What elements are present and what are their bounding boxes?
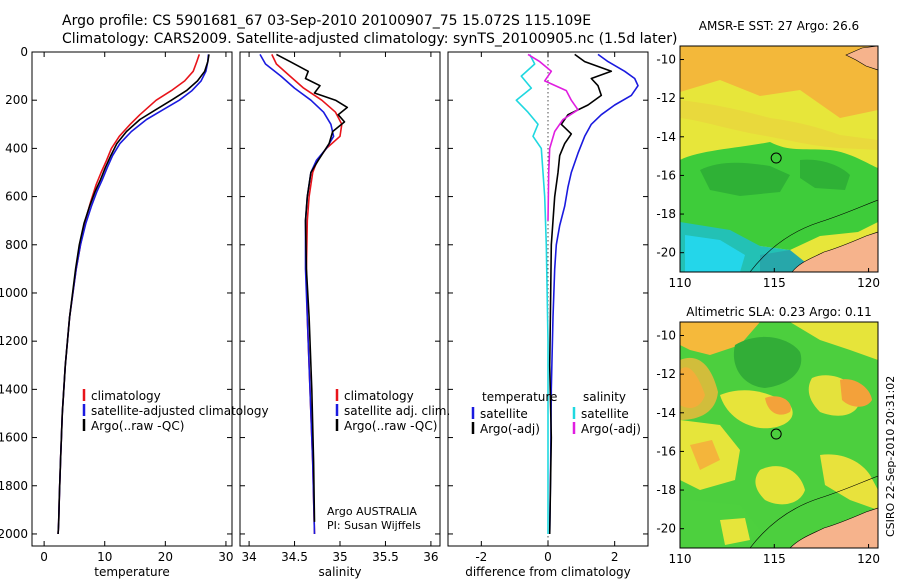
sst_map-ytick-label: -14 (656, 130, 676, 144)
depth-tick-label: 800 (5, 238, 28, 252)
temperature-series-argo-raw-qc- (57, 54, 210, 535)
depth-tick-label: 1000 (0, 286, 28, 300)
difference-series-salinity-argo-adj- (527, 53, 579, 221)
depth-tick-label: 1200 (0, 334, 28, 348)
profile-title: Argo profile: CS 5901681_67 03-Sep-2010 … (62, 13, 591, 29)
salinity-legend-label: climatology (344, 389, 414, 403)
climatology-subtitle: Climatology: CARS2009. Satellite-adjuste… (62, 31, 677, 47)
sst_map-ytick-label: -12 (656, 91, 676, 105)
sst_map-ytick-label: -18 (656, 207, 676, 221)
depth-tick-label: 2000 (0, 527, 28, 541)
salinity-xlabel: salinity (318, 565, 361, 579)
difference-legend-label: Argo(-adj) (480, 422, 540, 436)
difference-series-temperature-argo-adj- (548, 53, 613, 535)
depth-tick-label: 200 (5, 93, 28, 107)
sla_map-xtick-label: 120 (857, 552, 880, 566)
salinity-series-satellite-adj-clim- (259, 54, 335, 535)
temperature-xlabel: temperature (94, 565, 169, 579)
sst_map-ytick-label: -20 (656, 246, 676, 260)
difference-legend-label: satellite (480, 407, 528, 421)
difference-xtick-label: 2 (611, 550, 619, 564)
temperature-series-climatology (57, 54, 201, 535)
sst-map-title: AMSR-E SST: 27 Argo: 26.6 (699, 19, 859, 33)
sst_map-xtick-label: 120 (857, 276, 880, 290)
difference-series-temperature-satellite (548, 53, 639, 535)
temperature-xtick-label: 10 (97, 550, 112, 564)
temperature-panel-frame (31, 51, 233, 547)
difference-legend-label: Argo(-adj) (581, 422, 641, 436)
sla-map-title: Altimetric SLA: 0.23 Argo: 0.11 (686, 305, 871, 319)
difference-xtick-label: 0 (544, 550, 552, 564)
sla_map-xtick-label: 115 (763, 552, 786, 566)
csiro-credit: CSIRO 22-Sep-2010 20:31:02 (884, 376, 897, 537)
sla_map-argo-position-marker (770, 428, 782, 440)
salinity-xtick-label: 35 (332, 550, 347, 564)
depth-tick-label: 1400 (0, 382, 28, 396)
salinity-xtick-label: 34 (241, 550, 256, 564)
difference-legend-title: salinity (583, 390, 626, 404)
sla_map-ytick-label: -12 (656, 367, 676, 381)
sla_map-ytick-label: -14 (656, 406, 676, 420)
sla_map-ytick-label: -10 (656, 329, 676, 343)
difference-xtick-label: -2 (475, 550, 487, 564)
salinity-xtick-label: 35.5 (372, 550, 399, 564)
sst_map-xtick-label: 110 (669, 276, 692, 290)
sst_map-ytick-label: -16 (656, 168, 676, 182)
temperature-xtick-label: 30 (218, 550, 233, 564)
salinity-annotation-line1: Argo AUSTRALIA (327, 505, 417, 518)
salinity-legend-label: satellite adj. clim. (344, 404, 450, 418)
salinity-xtick-label: 36 (423, 550, 438, 564)
sla_map-ytick-label: -16 (656, 444, 676, 458)
sst_map-argo-position-marker (770, 152, 782, 164)
salinity-xtick-label: 34.5 (281, 550, 308, 564)
depth-tick-label: 1800 (0, 479, 28, 493)
salinity-legend-label: Argo(..raw -QC) (344, 419, 437, 433)
temperature-xtick-label: 0 (40, 550, 48, 564)
temperature-legend-label: Argo(..raw -QC) (91, 419, 184, 433)
salinity-series-argo-raw-qc- (276, 53, 349, 522)
temperature-xtick-label: 20 (158, 550, 173, 564)
difference-legend-title: temperature (482, 390, 557, 404)
sla-map (679, 321, 879, 549)
sst-map (679, 45, 879, 273)
sst_map-xtick-label: 115 (763, 276, 786, 290)
temperature-legend-label: satellite-adjusted climatology (91, 404, 269, 418)
difference-legend-label: satellite (581, 407, 629, 421)
temperature-legend-label: climatology (91, 389, 161, 403)
depth-tick-label: 600 (5, 190, 28, 204)
difference-series-salinity-satellite (515, 54, 549, 534)
difference-xlabel: difference from climatology (465, 565, 631, 579)
depth-tick-label: 400 (5, 141, 28, 155)
sla_map-ytick-label: -18 (656, 483, 676, 497)
sst_map-ytick-label: -10 (656, 53, 676, 67)
depth-tick-label: 1600 (0, 431, 28, 445)
salinity-annotation-line2: PI: Susan Wijffels (327, 519, 421, 532)
sla_map-ytick-label: -20 (656, 522, 676, 536)
depth-tick-label: 0 (20, 45, 28, 59)
sla_map-xtick-label: 110 (669, 552, 692, 566)
